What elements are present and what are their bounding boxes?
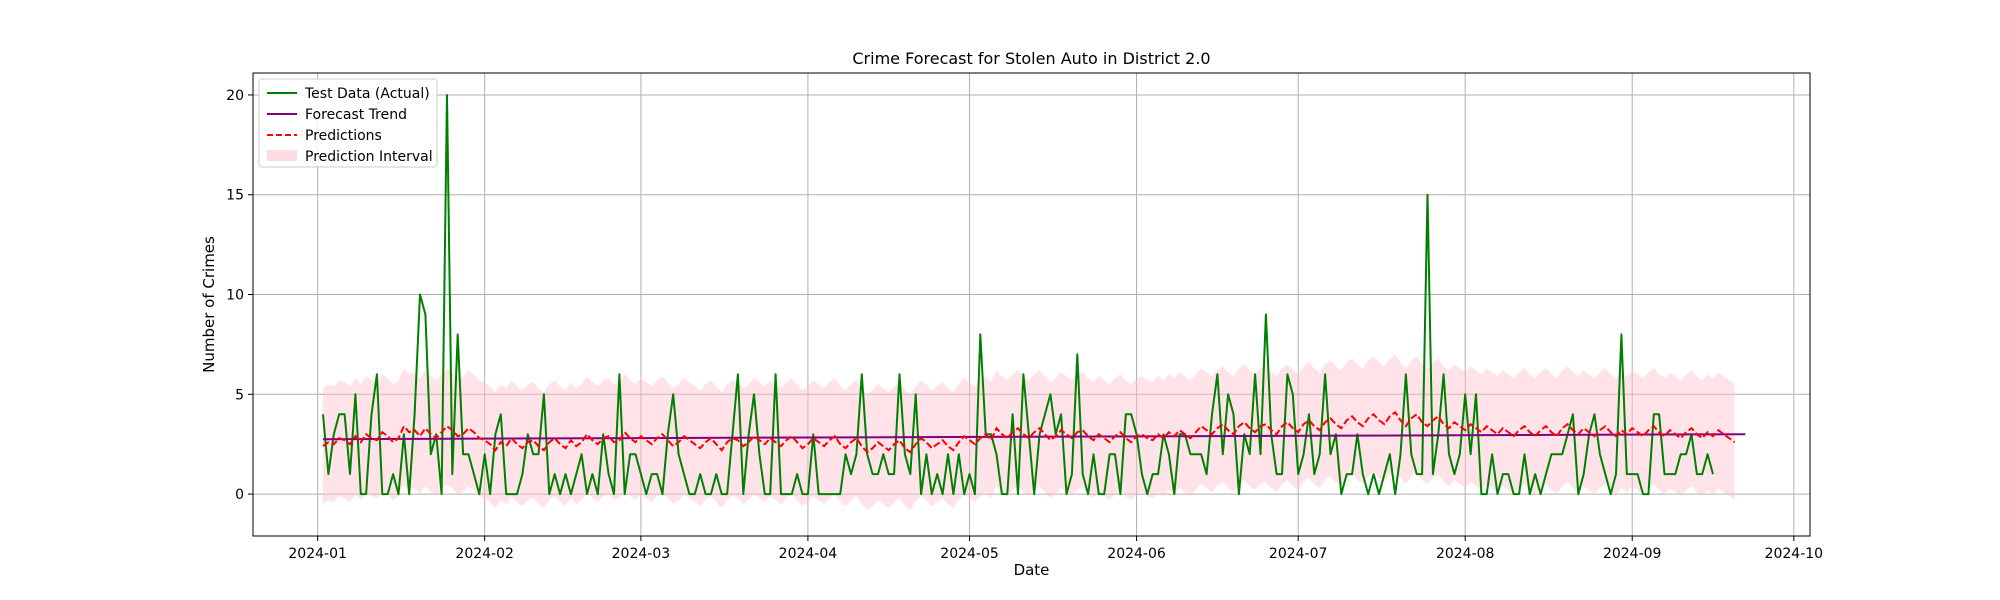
x-tick-label: 2024-07 bbox=[1269, 546, 1328, 562]
x-tick-label: 2024-02 bbox=[455, 546, 514, 562]
x-tick-label: 2024-06 bbox=[1107, 546, 1166, 562]
series-lines bbox=[322, 94, 1746, 496]
x-tick-label: 2024-03 bbox=[612, 546, 671, 562]
legend-box bbox=[258, 78, 438, 168]
x-tick-label: 2024-10 bbox=[1765, 546, 1824, 562]
y-tick-label: 10 bbox=[226, 288, 244, 304]
legend-label: Test Data (Actual) bbox=[304, 86, 430, 102]
x-tick-label: 2024-09 bbox=[1603, 546, 1662, 562]
y-tick-label: 5 bbox=[235, 387, 244, 403]
x-axis-label: Date bbox=[1014, 561, 1050, 579]
y-tick-label: 20 bbox=[226, 88, 244, 104]
legend: Test Data (Actual) Forecast Trend Predicti… bbox=[258, 78, 438, 168]
chart-title: Crime Forecast for Stolen Auto in Distri… bbox=[852, 49, 1210, 68]
predictions-series-line bbox=[322, 410, 1736, 454]
y-tick-label: 0 bbox=[235, 487, 244, 503]
forecast-trend-line bbox=[323, 433, 1746, 441]
legend-label: Prediction Interval bbox=[305, 149, 433, 165]
actual-series-line bbox=[322, 94, 1714, 496]
legend-swatch bbox=[267, 150, 297, 161]
axis-ticks: 2024-01 2024-02 2024-03 2024-04 2024-05 2024-… bbox=[226, 88, 1823, 562]
x-tick-label: 2024-01 bbox=[288, 546, 347, 562]
x-tick-label: 2024-05 bbox=[940, 546, 999, 562]
plot-frame bbox=[252, 72, 1811, 537]
x-tick-label: 2024-04 bbox=[779, 546, 838, 562]
legend-label: Predictions bbox=[305, 128, 382, 144]
legend-label: Forecast Trend bbox=[305, 107, 407, 123]
y-axis-label: Number of Crimes bbox=[200, 236, 218, 373]
x-tick-label: 2024-08 bbox=[1436, 546, 1495, 562]
y-tick-label: 15 bbox=[226, 188, 244, 204]
